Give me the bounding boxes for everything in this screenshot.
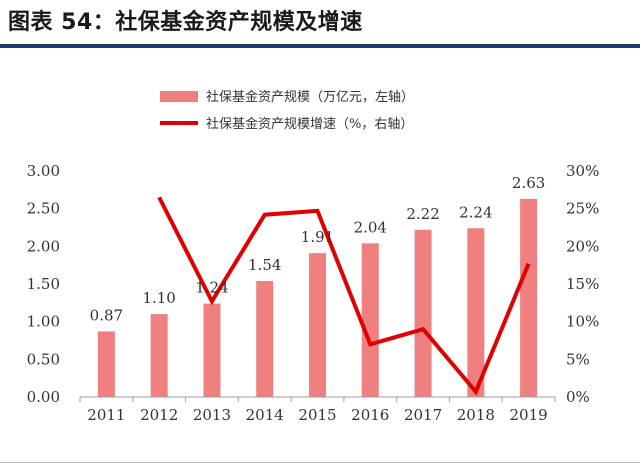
- bar-2011: [97, 331, 115, 397]
- y-right-tick-label: 5%: [566, 350, 590, 368]
- x-tick-label: 2013: [193, 406, 231, 424]
- x-tick-label: 2015: [298, 406, 336, 424]
- x-tick-label: 2019: [510, 406, 548, 424]
- y-left-tick-label: 1.00: [27, 313, 60, 331]
- bar-data-label: 2.63: [512, 174, 545, 192]
- chart-title: 图表 54：社保基金资产规模及增速: [8, 10, 363, 35]
- bar-2017: [414, 229, 432, 397]
- y-left-tick-label: 2.50: [27, 200, 60, 218]
- y-left-tick-label: 2.00: [27, 237, 60, 255]
- x-tick-label: 2017: [404, 406, 442, 424]
- bar-2016: [361, 243, 379, 397]
- y-left-tick-label: 0.50: [27, 350, 60, 368]
- legend: 社保基金资产规模（万亿元，左轴） 社保基金资产规模增速（%，右轴）: [160, 89, 414, 132]
- bar-data-label: 1.24: [195, 279, 228, 297]
- y-right-tick-label: 0%: [566, 388, 590, 406]
- line-series: [157, 196, 531, 396]
- bar-2012: [150, 314, 168, 397]
- x-axis: 2011 2012 2013 2014 2015 2016 2017 2018 2019: [79, 396, 556, 424]
- y-left-tick-label: 0.00: [27, 388, 60, 406]
- bar-2013: [203, 303, 221, 397]
- y-right-tick-label: 25%: [566, 200, 599, 218]
- title-underline: [0, 44, 640, 48]
- bar-data-label: 1.91: [301, 228, 334, 246]
- bar-data-label: 2.24: [459, 203, 492, 221]
- bar-data-label: 0.87: [90, 306, 123, 324]
- bar-series: [97, 198, 538, 397]
- bar-data-label: 1.54: [248, 256, 281, 274]
- y-right-tick-label: 20%: [566, 237, 599, 255]
- y-axis-left: 0.00 0.50 1.00 1.50 2.00 2.50 3.00: [27, 162, 60, 406]
- x-tick-label: 2011: [87, 406, 125, 424]
- growth-rate-line: [157, 196, 531, 396]
- bottom-divider: [0, 462, 640, 463]
- bar-data-label: 2.04: [354, 218, 387, 236]
- bar-data-labels: 0.87 1.10 1.24 1.54 1.91 2.04 2.22 2.24 2.63: [90, 174, 546, 325]
- legend-label-bar: 社保基金资产规模（万亿元，左轴）: [206, 89, 414, 105]
- x-tick-label: 2018: [457, 406, 495, 424]
- y-right-tick-label: 10%: [566, 313, 599, 331]
- y-right-tick-label: 30%: [566, 162, 599, 180]
- x-tick-label: 2014: [246, 406, 284, 424]
- y-axis-right: 0% 5% 10% 15% 20% 25% 30%: [566, 162, 599, 406]
- bar-2015: [309, 253, 326, 397]
- legend-swatch-bar: [160, 91, 198, 102]
- x-tick-label: 2016: [351, 406, 389, 424]
- legend-label-line: 社保基金资产规模增速（%，右轴）: [206, 116, 413, 132]
- bar-2014: [256, 280, 274, 397]
- bar-data-label: 2.22: [406, 205, 439, 223]
- bar-data-label: 1.10: [142, 289, 175, 307]
- bar-2018: [467, 228, 485, 397]
- y-left-tick-label: 3.00: [27, 162, 60, 180]
- y-left-tick-label: 1.50: [27, 275, 60, 293]
- bar-2019: [520, 198, 538, 397]
- y-right-tick-label: 15%: [566, 275, 599, 293]
- x-tick-label: 2012: [140, 406, 178, 424]
